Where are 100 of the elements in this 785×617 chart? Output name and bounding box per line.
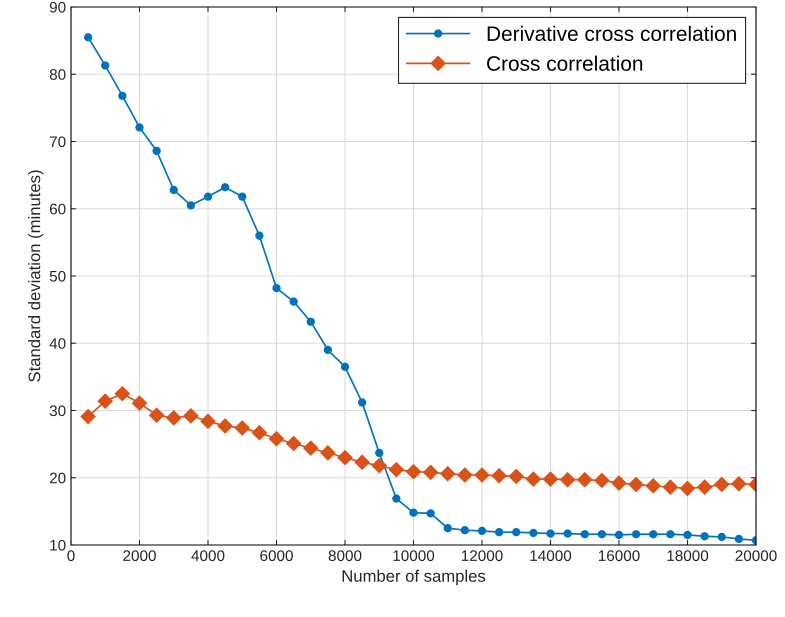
x-tick-label: 6000 [260, 550, 293, 562]
y-tick-label: 30 [50, 405, 66, 416]
point [611, 476, 627, 491]
point [718, 532, 726, 542]
point [268, 431, 284, 446]
point [594, 472, 610, 488]
point [409, 508, 418, 517]
x-tick-label: 2000 [123, 550, 156, 562]
point [152, 146, 161, 156]
x-tick-label: 10000 [393, 550, 434, 562]
point [101, 61, 110, 70]
x-tick-label: 8000 [328, 550, 362, 562]
point [234, 420, 250, 436]
point [286, 436, 302, 452]
point [494, 528, 504, 536]
point [238, 192, 246, 201]
point [324, 346, 332, 354]
point [375, 448, 384, 458]
point [114, 386, 130, 402]
y-tick-label: 20 [50, 472, 66, 484]
point [460, 526, 470, 534]
point [512, 528, 520, 536]
point [354, 454, 370, 470]
point [666, 530, 675, 538]
point [340, 362, 350, 371]
point [149, 408, 164, 423]
point [320, 445, 336, 460]
y-tick-label: 90 [50, 2, 66, 13]
x-tick-label: 18000 [667, 550, 708, 562]
point [306, 318, 315, 326]
point [289, 297, 298, 306]
point [508, 468, 524, 484]
point [98, 394, 113, 409]
point [478, 526, 486, 536]
point [200, 414, 216, 429]
legend-label: Derivative cross correlation [488, 26, 736, 42]
y-tick-label: 60 [50, 204, 66, 214]
point [614, 530, 624, 540]
point [680, 480, 696, 496]
point [132, 396, 148, 411]
point [646, 478, 661, 494]
point [628, 476, 644, 492]
y-tick-label: 50 [50, 270, 66, 282]
legend-label: Cross correlation [487, 56, 642, 71]
point [474, 467, 490, 483]
point [204, 192, 212, 201]
point [392, 494, 401, 503]
point [734, 534, 744, 544]
point [186, 201, 196, 210]
point [337, 450, 353, 466]
point [80, 408, 96, 424]
point [580, 530, 589, 538]
point [183, 408, 198, 424]
point [662, 480, 678, 495]
point [649, 530, 658, 538]
point [166, 410, 182, 426]
point [632, 530, 640, 538]
point [563, 529, 572, 538]
point [577, 472, 592, 488]
x-tick-label: 16000 [598, 550, 640, 562]
point [84, 33, 92, 42]
y-axis-title: Standard deviation (minutes) [28, 170, 44, 382]
point [700, 532, 709, 540]
point [457, 467, 472, 483]
x-tick-label: 12000 [462, 550, 503, 562]
point [406, 464, 422, 480]
y-tick-label: 40 [50, 338, 66, 349]
point [252, 425, 267, 440]
point [598, 530, 606, 538]
point [560, 472, 576, 488]
x-tick-label: 14000 [530, 550, 572, 562]
point [118, 92, 127, 100]
point [697, 480, 712, 495]
point [170, 186, 178, 194]
point [444, 524, 452, 532]
point [440, 466, 456, 482]
point [358, 398, 366, 407]
point [542, 472, 558, 487]
point [388, 462, 404, 478]
point [423, 464, 438, 480]
x-tick-label: 0 [67, 550, 75, 562]
point [529, 528, 538, 538]
point [426, 509, 435, 518]
y-tick-label: 80 [50, 69, 66, 80]
point [218, 418, 233, 434]
point [135, 123, 144, 132]
point [372, 458, 387, 474]
point [272, 284, 281, 292]
y-tick-label: 10 [50, 540, 66, 551]
point [492, 468, 507, 484]
point [683, 530, 692, 540]
point [255, 231, 264, 240]
x-axis-title: Number of samples [342, 570, 486, 586]
point [714, 476, 730, 492]
point [526, 472, 541, 487]
x-tick-label: 20000 [736, 550, 777, 562]
point [546, 529, 555, 538]
point [303, 440, 318, 456]
x-tick-label: 4000 [191, 550, 224, 562]
point [731, 476, 746, 492]
